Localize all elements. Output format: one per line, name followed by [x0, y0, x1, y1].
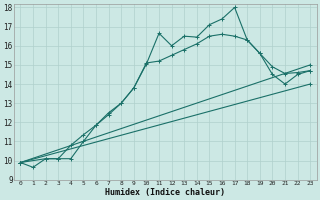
- X-axis label: Humidex (Indice chaleur): Humidex (Indice chaleur): [105, 188, 225, 197]
